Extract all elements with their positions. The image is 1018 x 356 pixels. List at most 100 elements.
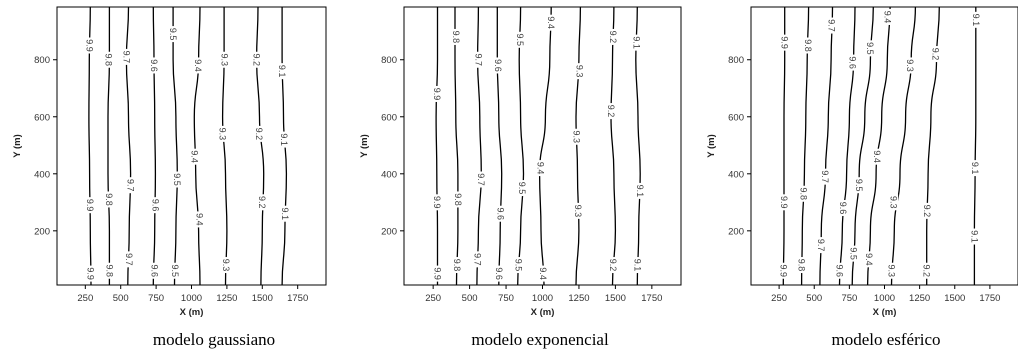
contour-label-bg (170, 262, 180, 279)
contour-line (866, 6, 891, 286)
contour-label-bg (608, 28, 618, 45)
contour-label: 9.2 (922, 264, 932, 277)
contour-label-bg (575, 63, 585, 80)
contour-label-bg (149, 262, 159, 279)
contour-label: 9.2 (930, 48, 940, 61)
contour-label-bg (517, 180, 527, 197)
contour-label-bg (476, 171, 486, 188)
y-tick-label: 400 (381, 169, 397, 180)
contour-label-bg (252, 51, 262, 68)
contour-label: 9.3 (573, 205, 583, 218)
contour-panel-exponencial: 250 500 750 1000 1250 1500 1750 200 400 600 800 X (… (346, 0, 692, 356)
contour-label: 9.9 (432, 88, 442, 101)
contour-line (819, 6, 834, 286)
contour-label: 9.5 (513, 259, 523, 272)
contour-line (635, 6, 641, 286)
contour-chart-gaussiano: 250 500 750 1000 1250 1500 1750 200 400 600 800 X (… (12, 6, 327, 318)
y-tick-label: 200 (34, 226, 50, 237)
x-tick-label: 750 (498, 293, 514, 304)
contour-label-bg (606, 103, 616, 120)
contour-label-bg (190, 148, 200, 165)
y-tick-label: 800 (381, 55, 397, 66)
contour-label-bg (85, 197, 95, 214)
contour-label: 9.1 (280, 207, 290, 220)
y-axis-label: Y (m) (359, 134, 370, 158)
contour-label: 9.2 (252, 53, 262, 66)
x-tick-label: 1250 (216, 293, 237, 304)
contour-label: 9.9 (85, 199, 95, 212)
contour-label-bg (219, 51, 229, 68)
contour-label: 9.2 (254, 128, 264, 141)
contour-label: 9.1 (971, 14, 981, 27)
contour-label-bg (149, 57, 159, 74)
y-tick-label: 800 (728, 55, 744, 66)
caption-exponencial: modelo exponencial (471, 330, 609, 349)
y-tick-label: 400 (34, 169, 50, 180)
contour-line (517, 6, 525, 286)
contour-label-bg (452, 257, 462, 274)
x-tick-label: 1750 (641, 293, 662, 304)
x-tick-label: 1500 (944, 293, 965, 304)
contour-label: 9.5 (854, 179, 864, 192)
contour-label-bg (538, 265, 548, 282)
y-axis-label: Y (m) (706, 134, 717, 158)
contour-label: 9.3 (887, 264, 897, 277)
contour-label-bg (865, 40, 875, 57)
x-tick-label: 750 (148, 293, 164, 304)
contour-label-bg (535, 160, 545, 177)
contour-label: 9.6 (847, 56, 857, 69)
contour-label-bg (451, 28, 461, 45)
contour-label: 9.4 (538, 267, 548, 280)
contour-label: 9.5 (170, 264, 180, 277)
contour-label: 9.9 (85, 267, 95, 280)
contour-label: 9.6 (493, 59, 503, 72)
contour-line (838, 6, 856, 286)
contour-label: 9.2 (608, 31, 618, 44)
contour-line (88, 6, 92, 286)
contour-label: 9.4 (864, 253, 874, 266)
contour-line (610, 6, 617, 286)
contour-label: 9.4 (546, 16, 556, 29)
x-tick-label: 1750 (979, 293, 1000, 304)
contour-label: 9.9 (433, 267, 443, 280)
contour-label-bg (104, 262, 114, 279)
x-tick-label: 750 (841, 293, 857, 304)
contour-label-bg (515, 31, 525, 48)
contour-label: 9.8 (104, 264, 114, 277)
x-tick-label: 250 (77, 293, 93, 304)
contour-label-bg (816, 237, 826, 254)
contour-label: 9.5 (168, 28, 178, 41)
contour-label-bg (633, 257, 643, 274)
x-tick-label: 1250 (909, 293, 930, 304)
contour-label-bg (432, 85, 442, 102)
contour-label: 9.9 (432, 196, 442, 209)
contour-label: 9.4 (882, 11, 892, 24)
contour-label-bg (279, 131, 289, 148)
contour-label-bg (496, 205, 506, 222)
contour-label-bg (849, 245, 859, 262)
contour-label-bg (494, 265, 504, 282)
contour-label-bg (820, 168, 830, 185)
contour-label: 9.4 (193, 59, 203, 72)
contour-label-bg (85, 265, 95, 282)
contour-line (496, 7, 503, 286)
contour-label: 9.9 (779, 196, 789, 209)
contour-label: 9.5 (172, 173, 182, 186)
contour-label-bg (257, 194, 267, 211)
contour-line (152, 6, 157, 286)
contour-chart-esferico: 250 500 750 1000 1250 1500 1750 200 400 600 800 X (… (706, 6, 1018, 318)
contour-label-bg (121, 48, 131, 65)
contour-label-bg (779, 194, 789, 211)
contour-label-bg (104, 191, 114, 208)
contour-label-bg (432, 194, 442, 211)
contour-label-bg (632, 34, 642, 51)
contour-line (538, 6, 552, 286)
contour-label-bg (513, 257, 523, 274)
contour-label: 9.1 (633, 259, 643, 272)
contour-label-bg (971, 11, 981, 28)
contour-label: 9.8 (452, 259, 462, 272)
contour-label: 9.6 (496, 207, 506, 220)
contour-label: 9.7 (121, 51, 131, 64)
caption-gaussiano: modelo gaussiano (152, 330, 276, 349)
contour-line (435, 7, 439, 285)
